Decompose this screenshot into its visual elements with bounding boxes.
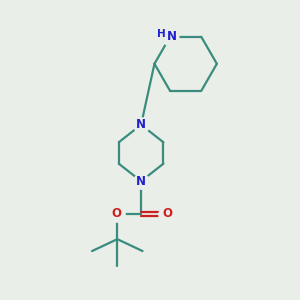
Text: O: O [162,207,172,220]
Text: O: O [112,207,122,220]
Text: N: N [167,30,176,43]
Text: N: N [136,175,146,188]
Text: N: N [136,118,146,131]
Text: H: H [158,29,166,39]
